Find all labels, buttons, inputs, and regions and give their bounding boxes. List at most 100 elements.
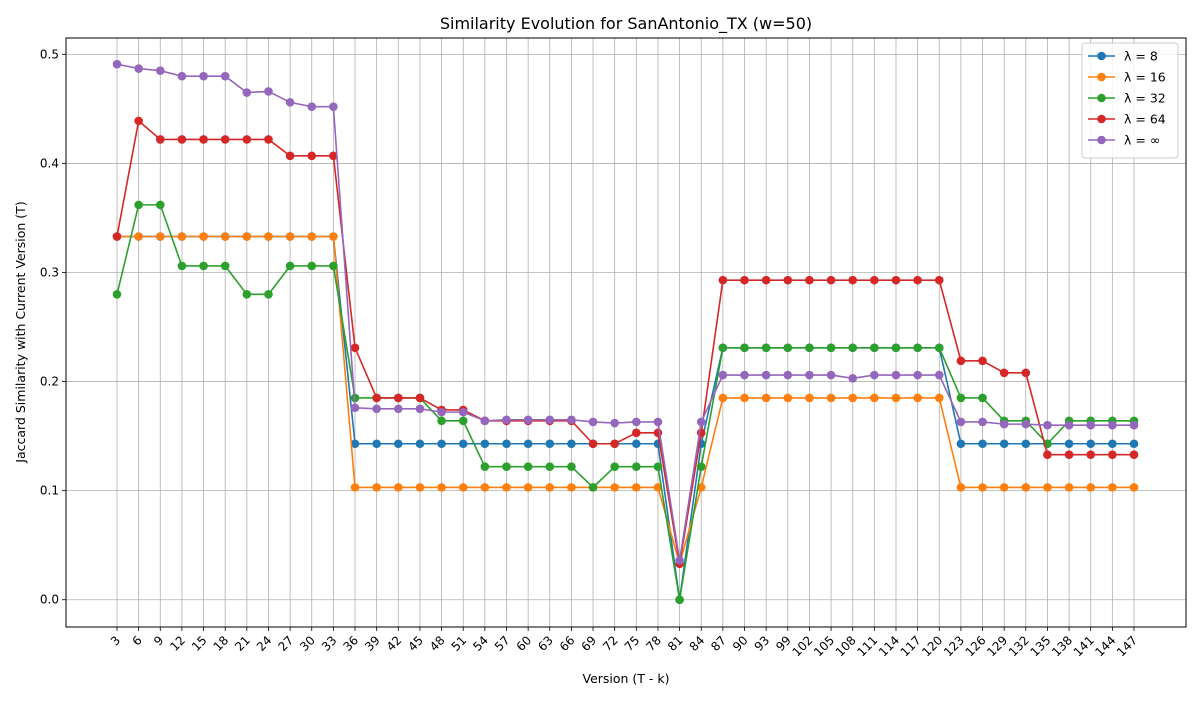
data-point bbox=[329, 102, 338, 112]
x-tick-label: 84 bbox=[687, 633, 708, 654]
data-point bbox=[1086, 439, 1096, 449]
x-tick-label: 144 bbox=[1092, 633, 1118, 659]
x-tick-label: 117 bbox=[898, 633, 924, 659]
chart-title: Similarity Evolution for SanAntonio_TX (… bbox=[440, 14, 812, 34]
data-point bbox=[740, 393, 749, 403]
data-point bbox=[177, 71, 187, 81]
data-point bbox=[285, 232, 295, 241]
data-point bbox=[632, 428, 641, 438]
legend-label: λ = 16 bbox=[1124, 70, 1166, 85]
x-tick-label: 141 bbox=[1071, 633, 1097, 659]
data-point bbox=[761, 393, 771, 403]
data-point bbox=[783, 370, 793, 380]
data-point bbox=[545, 439, 555, 449]
data-point bbox=[199, 261, 208, 271]
data-point bbox=[870, 393, 879, 403]
data-point bbox=[588, 417, 598, 427]
data-point bbox=[913, 393, 922, 403]
data-point bbox=[783, 393, 793, 403]
data-point bbox=[1064, 450, 1074, 459]
y-axis-label: Jaccard Similarity with Current Version … bbox=[13, 201, 28, 463]
data-point bbox=[718, 343, 728, 353]
data-point bbox=[1086, 420, 1096, 430]
axes-layer: 3 6 9 12 15 18 21 24 27 30 33 36 39 42 45 48 51 54 57 60 63 6… bbox=[40, 37, 1187, 659]
x-tick-label: 63 bbox=[535, 633, 556, 654]
y-tick-label: 0.5 bbox=[40, 47, 59, 61]
data-point bbox=[502, 439, 511, 449]
data-point bbox=[523, 483, 533, 492]
series-line bbox=[116, 204, 1134, 600]
data-point bbox=[696, 417, 706, 427]
x-tick-label: 111 bbox=[854, 633, 880, 659]
data-point bbox=[307, 151, 317, 161]
x-tick-label: 66 bbox=[557, 633, 578, 654]
data-point bbox=[372, 439, 381, 449]
x-tick-label: 102 bbox=[789, 633, 815, 659]
data-point bbox=[675, 556, 684, 565]
data-point bbox=[1129, 420, 1139, 430]
data-point bbox=[458, 416, 468, 426]
data-point bbox=[740, 343, 749, 353]
data-point bbox=[740, 275, 749, 285]
data-point bbox=[1021, 368, 1031, 378]
data-point bbox=[632, 462, 641, 471]
x-tick-label: 48 bbox=[427, 633, 448, 654]
data-point bbox=[134, 64, 143, 73]
data-point bbox=[372, 483, 381, 492]
data-point bbox=[177, 232, 187, 241]
legend-swatch-marker bbox=[1097, 93, 1106, 103]
data-point bbox=[567, 462, 576, 471]
x-tick-label: 72 bbox=[600, 633, 621, 654]
data-point bbox=[437, 407, 446, 417]
data-point bbox=[761, 370, 771, 380]
data-point bbox=[718, 370, 728, 380]
data-point bbox=[805, 343, 814, 353]
x-axis-label: Version (T - k) bbox=[582, 671, 669, 686]
data-point bbox=[1129, 439, 1139, 449]
data-point bbox=[934, 393, 944, 403]
y-tick-label: 0.2 bbox=[40, 375, 59, 389]
x-tick-label: 30 bbox=[297, 633, 318, 654]
data-point bbox=[675, 595, 684, 605]
x-tick-label: 9 bbox=[151, 633, 166, 648]
data-point bbox=[913, 275, 922, 285]
data-point bbox=[1021, 483, 1031, 492]
x-tick-label: 24 bbox=[254, 633, 275, 654]
x-tick-label: 78 bbox=[643, 633, 664, 654]
data-point bbox=[870, 343, 879, 353]
data-point bbox=[588, 439, 598, 449]
data-point bbox=[653, 417, 663, 427]
data-point bbox=[653, 428, 663, 438]
data-point bbox=[610, 483, 619, 492]
data-point bbox=[978, 483, 987, 492]
y-tick-label: 0.1 bbox=[40, 484, 59, 498]
data-point bbox=[264, 87, 273, 96]
data-point bbox=[826, 393, 836, 403]
x-tick-label: 33 bbox=[319, 633, 340, 654]
data-point bbox=[1108, 439, 1117, 449]
data-point bbox=[220, 261, 230, 271]
data-point bbox=[285, 261, 295, 271]
x-tick-label: 21 bbox=[232, 633, 253, 654]
data-point bbox=[1064, 483, 1074, 492]
data-point bbox=[285, 151, 295, 161]
data-point bbox=[934, 275, 944, 285]
data-point bbox=[155, 135, 165, 144]
data-point bbox=[242, 232, 252, 241]
data-point bbox=[134, 116, 143, 126]
x-tick-label: 138 bbox=[1049, 633, 1075, 659]
x-tick-label: 12 bbox=[167, 633, 188, 654]
data-point bbox=[307, 232, 317, 241]
data-point bbox=[632, 417, 641, 427]
series-layer bbox=[112, 59, 1139, 605]
data-point bbox=[545, 415, 555, 425]
data-point bbox=[199, 71, 208, 81]
plot-frame bbox=[65, 37, 1187, 628]
data-point bbox=[1129, 483, 1139, 492]
data-point bbox=[610, 439, 619, 449]
data-point bbox=[956, 439, 966, 449]
data-point bbox=[134, 232, 143, 241]
data-point bbox=[848, 343, 858, 353]
x-tick-label: 75 bbox=[622, 633, 643, 654]
data-point bbox=[415, 483, 425, 492]
